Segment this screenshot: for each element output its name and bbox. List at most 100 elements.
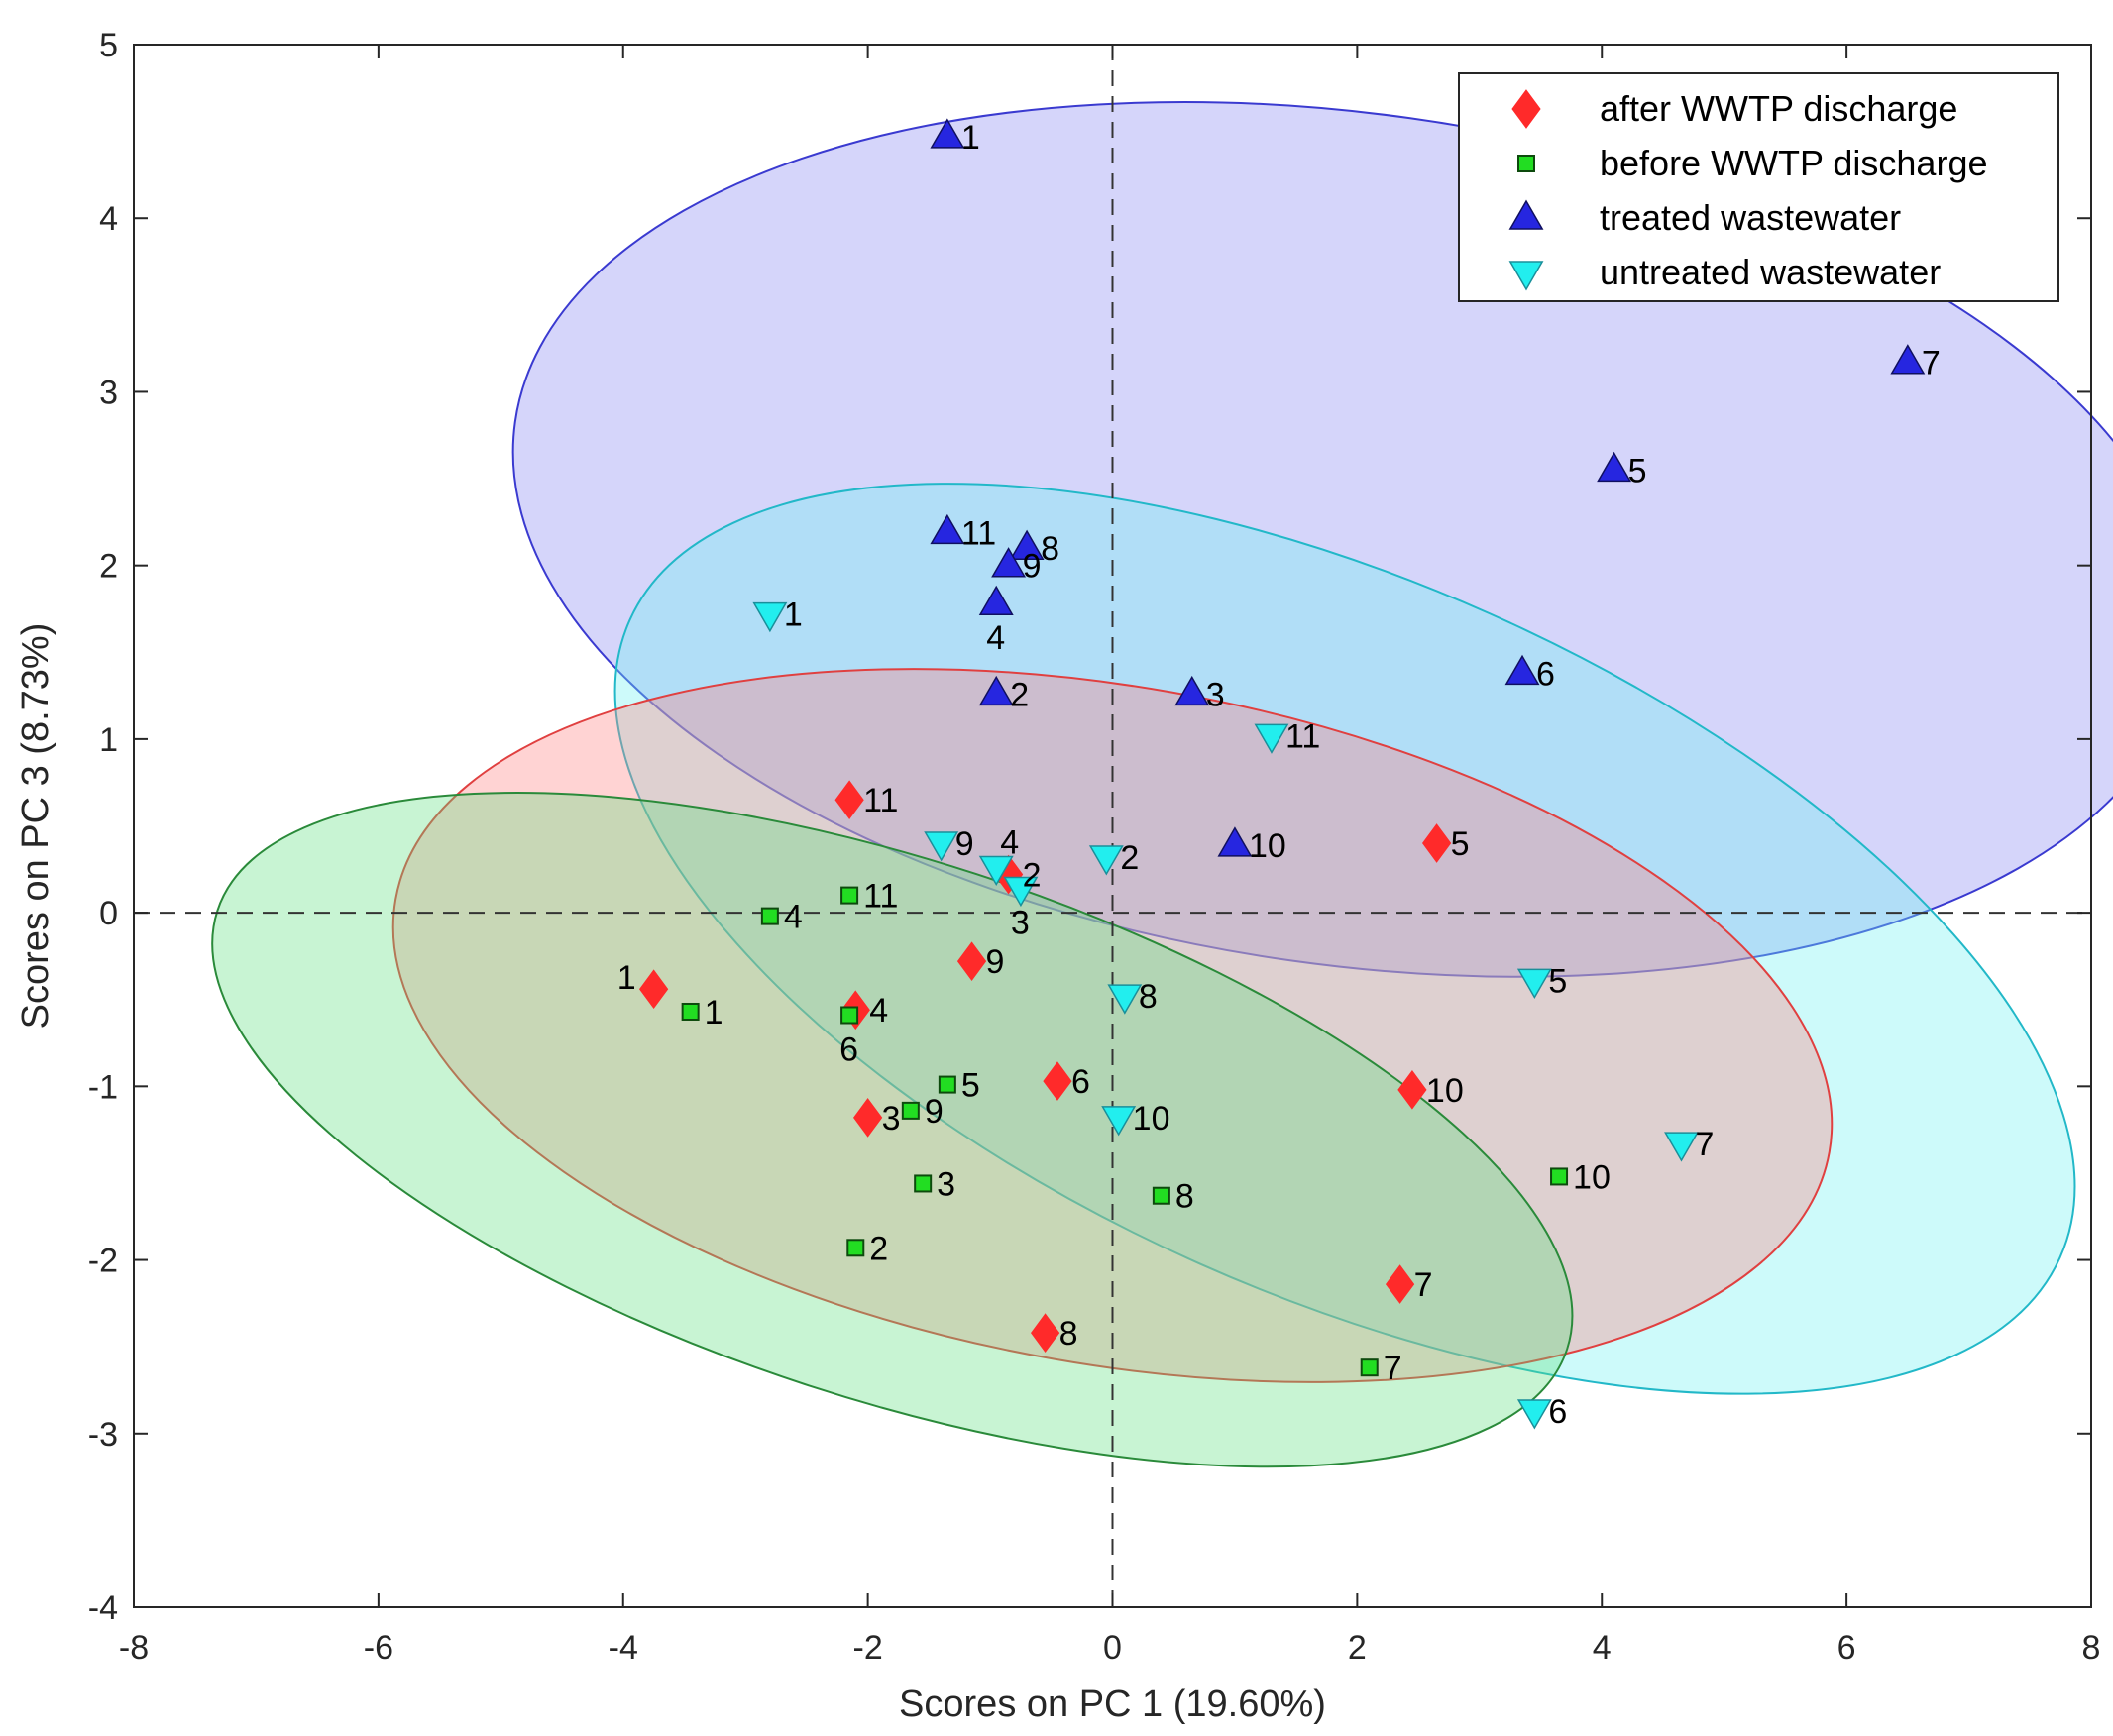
legend: after WWTP discharge before WWTP discharg… [1458, 72, 2059, 302]
point-label: 4 [1000, 824, 1019, 862]
point-label: 4 [986, 619, 1005, 657]
legend-marker [1517, 155, 1535, 172]
data-point [853, 1098, 883, 1138]
data-point [752, 601, 788, 633]
point-label: 3 [882, 1100, 901, 1138]
data-point [1504, 654, 1540, 686]
data-point [978, 855, 1014, 887]
data-point [1664, 1132, 1699, 1162]
legend-label: before WWTP discharge [1600, 143, 1987, 183]
confidence-ellipse [613, 483, 2076, 1395]
data-point [956, 941, 987, 982]
data-points [638, 118, 1926, 1430]
y-tick-label: -3 [88, 1416, 118, 1454]
point-label: 11 [1285, 717, 1320, 755]
data-point [1550, 1167, 1569, 1186]
y-tick-label: 2 [99, 548, 118, 586]
data-point [1421, 823, 1452, 863]
point-label: 11 [863, 782, 898, 819]
legend-label: after WWTP discharge [1600, 88, 1957, 129]
data-point [1516, 1399, 1552, 1430]
data-point [1217, 826, 1253, 857]
data-point [1030, 1313, 1060, 1353]
legend-label: treated wastewater [1600, 197, 1901, 238]
point-label: 7 [1384, 1350, 1402, 1387]
data-point [1003, 876, 1039, 908]
data-point [1088, 845, 1124, 876]
data-point [930, 118, 965, 149]
data-point [1043, 1061, 1072, 1101]
legend-label: untreated wastewater [1600, 252, 1941, 292]
point-label: 11 [961, 514, 996, 552]
data-point [1385, 1264, 1415, 1304]
data-point [846, 1239, 865, 1257]
y-tick-label: -4 [88, 1589, 118, 1627]
point-label: 10 [1426, 1072, 1464, 1110]
data-point [760, 907, 779, 925]
legend-marker [1508, 199, 1544, 230]
point-label: 9 [925, 1093, 944, 1131]
point-label: 2 [869, 1230, 888, 1267]
y-tick-label: 4 [99, 200, 118, 238]
point-label: 1 [784, 597, 803, 634]
point-label: 9 [1023, 548, 1042, 586]
point-label: 7 [1414, 1266, 1433, 1304]
point-label: 8 [1041, 530, 1059, 568]
data-point [1890, 344, 1926, 375]
data-point [1152, 1186, 1170, 1205]
point-label: 5 [961, 1067, 980, 1105]
x-tick-label: 6 [1837, 1629, 1856, 1667]
point-label: 7 [1922, 345, 1941, 382]
data-point [1107, 984, 1143, 1015]
point-label: 1 [705, 994, 723, 1031]
legend-entry: after WWTP discharge [1511, 88, 1957, 129]
point-label: 1 [961, 119, 980, 157]
legend-entry: treated wastewater [1508, 197, 1901, 238]
y-tick-label: -1 [88, 1068, 118, 1106]
data-point [1009, 529, 1045, 560]
point-label: 9 [986, 943, 1005, 981]
point-label: 5 [1628, 452, 1647, 489]
y-tick-label: 1 [99, 721, 118, 759]
point-label: 10 [1133, 1100, 1170, 1138]
data-point [1254, 723, 1289, 754]
point-label: 10 [1573, 1158, 1611, 1196]
data-point [1597, 451, 1632, 483]
data-point [930, 513, 965, 545]
data-point [991, 547, 1027, 578]
y-tick-label: 5 [99, 27, 118, 64]
point-label: 4 [784, 899, 803, 936]
point-label: 3 [937, 1165, 955, 1203]
data-point [1516, 968, 1552, 999]
point-label: 8 [1139, 978, 1158, 1016]
y-axis-label: Scores on PC 3 (8.73%) [15, 623, 56, 1030]
legend-box [1458, 72, 2059, 302]
data-point [938, 1075, 956, 1094]
point-label: 3 [1011, 905, 1030, 942]
legend-marker [1508, 261, 1544, 291]
y-tick-label: 0 [99, 895, 118, 932]
legend-entry: before WWTP discharge [1517, 143, 1987, 183]
data-point [681, 1002, 700, 1021]
x-tick-label: 8 [2082, 1629, 2101, 1667]
x-tick-label: -2 [853, 1629, 883, 1667]
data-point [840, 1006, 859, 1025]
point-label: 2 [1023, 857, 1042, 895]
point-label: 8 [1059, 1315, 1078, 1353]
point-label: 4 [869, 992, 888, 1030]
point-label: 6 [1071, 1063, 1090, 1101]
legend-entries: after WWTP discharge before WWTP discharg… [1508, 88, 1987, 292]
point-label: 5 [1451, 825, 1470, 863]
confidence-ellipses [211, 101, 2113, 1468]
x-tick-label: -8 [119, 1629, 149, 1667]
point-label: 6 [1536, 655, 1555, 693]
data-point [924, 831, 959, 862]
data-point [978, 675, 1014, 706]
point-label: 11 [863, 878, 898, 916]
legend-entry: untreated wastewater [1508, 252, 1941, 292]
data-point [638, 969, 669, 1010]
data-point [1397, 1069, 1427, 1110]
